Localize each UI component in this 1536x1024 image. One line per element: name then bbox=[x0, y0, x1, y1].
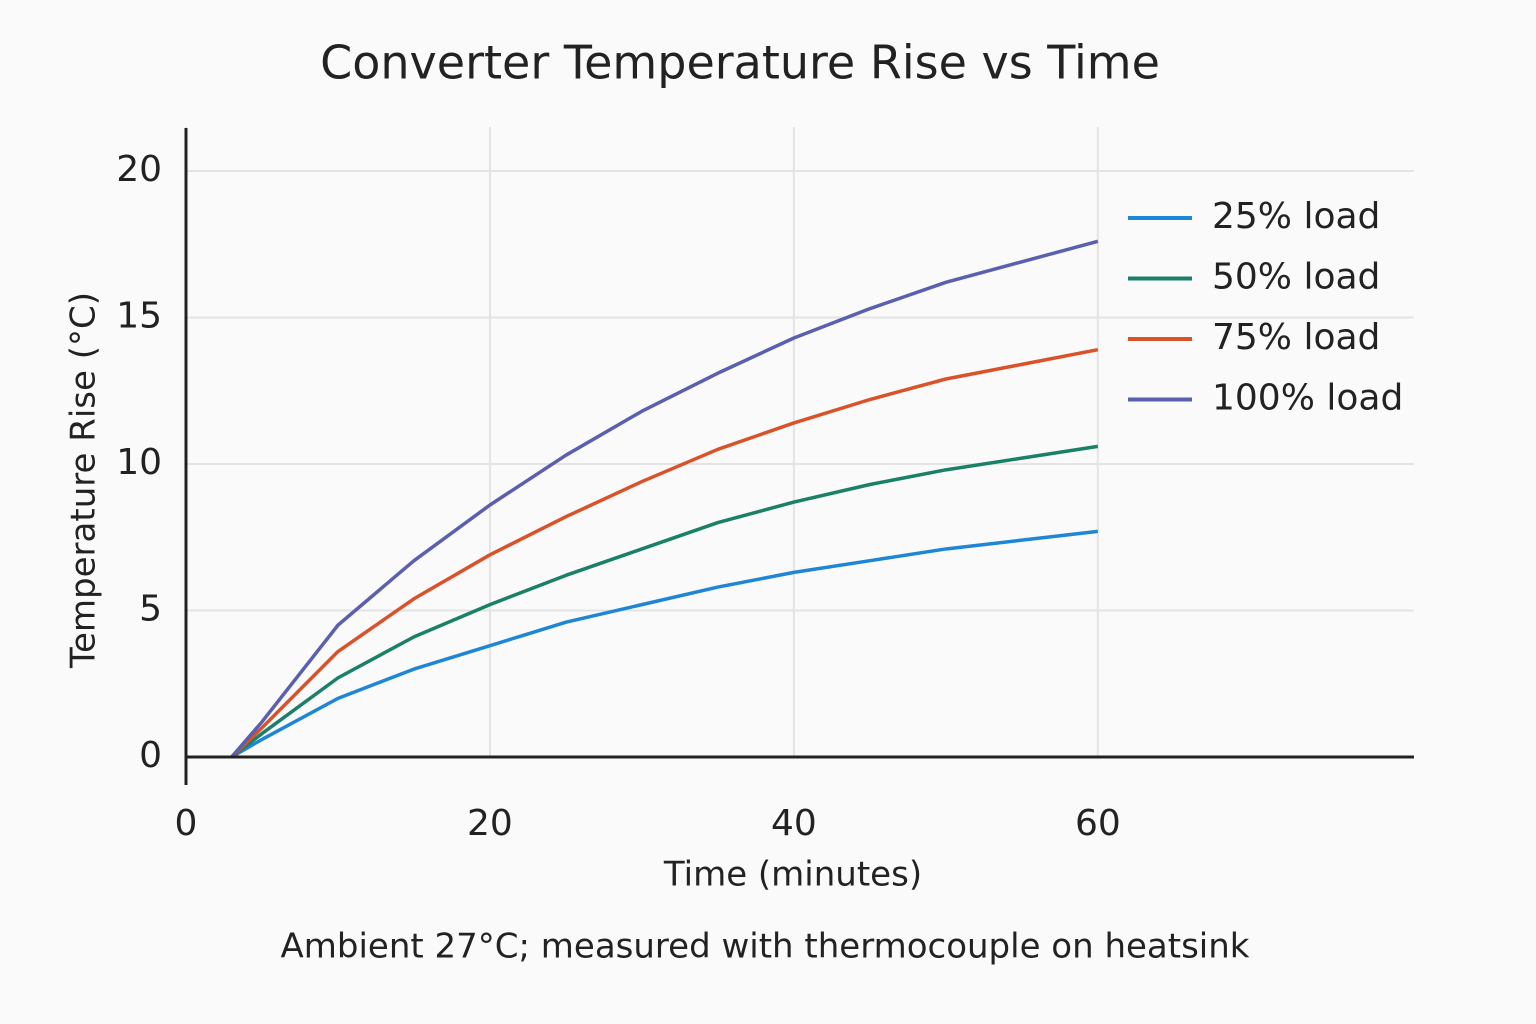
legend-label: 50% load bbox=[1212, 257, 1380, 298]
y-tick-label: 15 bbox=[116, 295, 162, 336]
series-line bbox=[230, 239, 1099, 759]
x-tick-label: 40 bbox=[771, 803, 817, 844]
y-tick-label: 5 bbox=[139, 588, 162, 629]
x-axis-label: Time (minutes) bbox=[663, 855, 922, 895]
legend-label: 75% load bbox=[1212, 317, 1380, 358]
y-tick-label: 10 bbox=[116, 442, 162, 483]
y-tick-label: 0 bbox=[139, 735, 162, 776]
series-line bbox=[230, 347, 1099, 759]
y-axis-label: Temperature Rise (°C) bbox=[64, 292, 104, 669]
chart-title: Converter Temperature Rise vs Time bbox=[320, 36, 1160, 90]
x-tick-label: 0 bbox=[175, 803, 198, 844]
y-tick-label: 20 bbox=[116, 149, 162, 190]
legend-label: 25% load bbox=[1212, 196, 1380, 237]
series-line bbox=[230, 529, 1099, 759]
footnote: Ambient 27°C; measured with thermocouple… bbox=[281, 927, 1250, 967]
legend: 25% load 50% load 75% load 100% load bbox=[1128, 196, 1403, 419]
x-tick-label: 60 bbox=[1075, 803, 1121, 844]
series-line bbox=[230, 444, 1099, 759]
legend-label: 100% load bbox=[1212, 378, 1403, 419]
grid bbox=[185, 127, 1414, 758]
plot-area bbox=[230, 239, 1099, 759]
x-tick-label: 20 bbox=[467, 803, 513, 844]
